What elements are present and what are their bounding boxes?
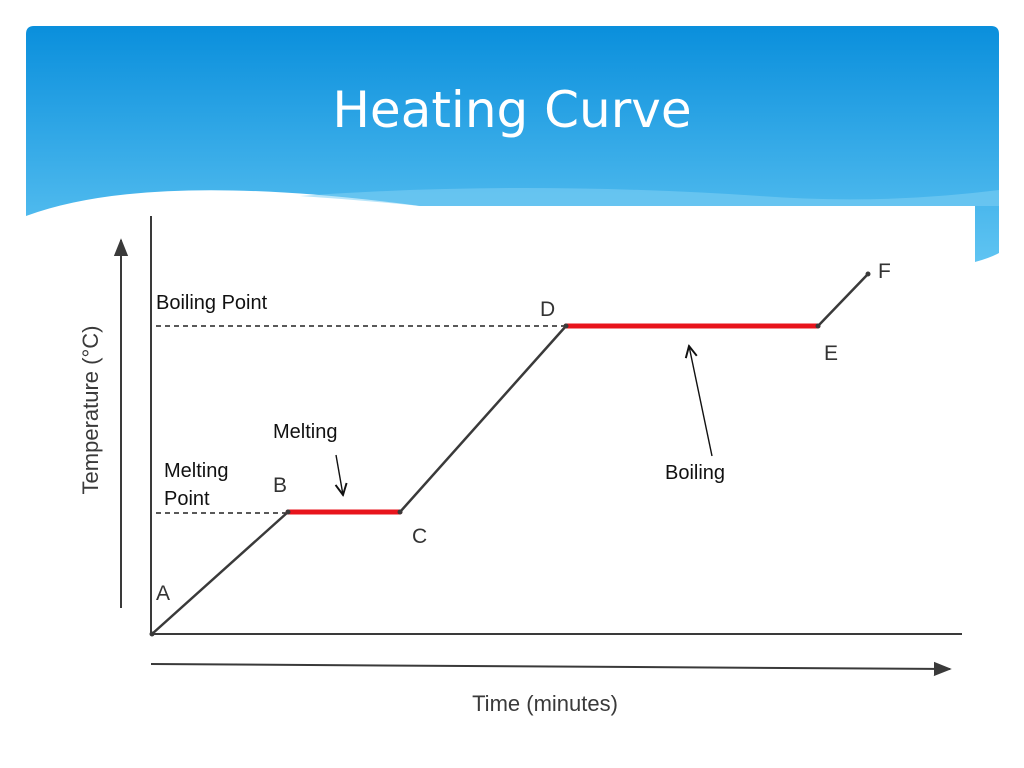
header-wave — [300, 188, 999, 206]
annotation-boiling-arrow — [689, 346, 713, 457]
point-label-c: C — [412, 525, 427, 548]
point-b — [285, 509, 291, 515]
slide-title: Heating Curve — [332, 81, 692, 139]
point-f — [865, 271, 871, 277]
point-label-f: F — [878, 260, 891, 283]
annotation-melting: Melting — [273, 421, 337, 443]
y-axis-label: Temperature (°C) — [78, 326, 103, 495]
point-c — [397, 509, 403, 515]
point-label-b: B — [273, 474, 287, 497]
segment-a-b — [150, 510, 290, 636]
curve-segments — [149, 271, 871, 637]
point-label-a: A — [156, 582, 170, 605]
point-a — [149, 631, 155, 637]
x-axis-arrow — [150, 661, 952, 677]
segment-e-f — [816, 272, 870, 328]
point-label-e: E — [824, 342, 838, 365]
annotation-boiling: Boiling — [665, 462, 725, 484]
point-label-d: D — [540, 298, 555, 321]
annotation-melting-arrow — [336, 454, 343, 495]
ref-label-melting-point: Melting Point — [164, 460, 228, 510]
x-axis-label: Time (minutes) — [472, 691, 618, 716]
segment-c-d — [398, 324, 568, 514]
slide-header — [26, 26, 999, 262]
point-e — [815, 323, 821, 329]
ref-label-boiling-point: Boiling Point — [156, 292, 268, 314]
point-d — [563, 323, 569, 329]
